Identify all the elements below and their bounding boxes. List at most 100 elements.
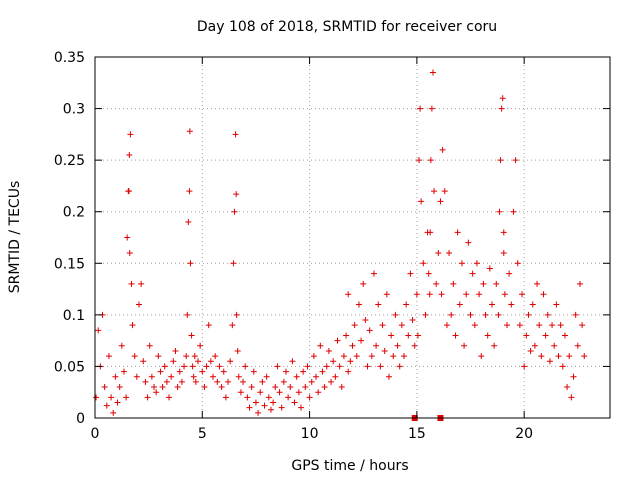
data-point <box>456 301 463 308</box>
data-point <box>105 353 112 360</box>
data-point <box>362 317 369 324</box>
data-point <box>126 151 133 158</box>
data-point <box>527 347 534 354</box>
data-point <box>381 347 388 354</box>
data-point <box>232 131 239 138</box>
data-point <box>514 260 521 267</box>
data-point <box>497 157 504 164</box>
data-point <box>542 332 549 339</box>
data-point <box>250 368 257 375</box>
data-point <box>334 337 341 344</box>
data-point <box>210 373 217 380</box>
data-point <box>353 353 360 360</box>
data-point <box>496 208 503 215</box>
data-point <box>233 191 240 198</box>
data-point <box>574 342 581 349</box>
data-point <box>124 234 131 241</box>
data-point <box>291 399 298 406</box>
data-point <box>373 342 380 349</box>
data-point <box>161 363 168 370</box>
data-point <box>478 353 485 360</box>
data-point <box>242 363 249 370</box>
data-point <box>189 363 196 370</box>
data-point <box>473 260 480 267</box>
data-point <box>176 368 183 375</box>
data-point <box>214 378 221 385</box>
data-point <box>559 363 566 370</box>
data-point <box>345 368 352 375</box>
y-axis-label: SRMTID / TECUs <box>7 181 23 294</box>
data-point <box>187 260 194 267</box>
data-point <box>116 384 123 391</box>
data-point <box>216 363 223 370</box>
data-point <box>553 301 560 308</box>
data-point <box>225 378 232 385</box>
data-point <box>229 322 236 329</box>
data-point <box>549 322 556 329</box>
data-point <box>174 384 181 391</box>
data-point <box>458 260 465 267</box>
data-point <box>280 378 287 385</box>
x-tick-label: 20 <box>515 426 533 442</box>
x-tick-label: 15 <box>408 426 426 442</box>
data-point <box>401 353 407 360</box>
data-point <box>201 384 208 391</box>
data-point <box>469 270 476 277</box>
data-point <box>332 373 339 380</box>
data-point <box>366 327 373 334</box>
data-point <box>163 378 170 385</box>
data-point <box>185 219 192 226</box>
data-point <box>443 322 450 329</box>
data-point <box>557 322 564 329</box>
data-point <box>178 378 185 385</box>
data-point <box>355 301 362 308</box>
data-point <box>349 342 356 349</box>
data-point <box>144 394 151 401</box>
data-point <box>265 394 272 401</box>
data-point <box>409 317 416 324</box>
data-point <box>534 280 541 287</box>
data-point <box>486 265 493 272</box>
data-point <box>555 353 562 360</box>
data-point <box>142 378 149 385</box>
data-point <box>153 389 160 396</box>
data-point <box>148 373 155 380</box>
data-point <box>304 363 311 370</box>
data-point <box>317 342 324 349</box>
data-point <box>282 368 289 375</box>
data-point <box>488 301 495 308</box>
data-point <box>438 291 445 298</box>
data-point <box>126 249 133 256</box>
data-point <box>203 363 210 370</box>
data-point <box>325 347 332 354</box>
data-point <box>133 373 140 380</box>
data-point <box>499 95 506 102</box>
data-point <box>540 291 547 298</box>
data-point <box>285 394 292 401</box>
x-tick-label: 0 <box>91 426 100 442</box>
data-point <box>195 358 201 365</box>
data-point <box>465 239 472 246</box>
data-point <box>240 378 247 385</box>
data-point <box>570 373 577 380</box>
data-point <box>120 368 127 375</box>
data-point <box>476 291 483 298</box>
data-point <box>345 291 352 298</box>
data-point <box>531 342 538 349</box>
data-point <box>375 301 382 308</box>
data-point <box>521 363 528 370</box>
y-tick-label: 0.35 <box>54 50 85 66</box>
data-point <box>244 394 251 401</box>
data-point <box>392 311 399 318</box>
data-point <box>512 157 519 164</box>
data-point <box>190 373 197 380</box>
data-point <box>413 291 420 298</box>
data-point <box>127 131 134 138</box>
data-point <box>383 291 390 298</box>
data-point <box>561 332 568 339</box>
data-point <box>343 332 350 339</box>
data-point <box>426 291 433 298</box>
data-point <box>191 353 198 360</box>
data-point <box>263 373 270 380</box>
data-point <box>125 188 132 195</box>
